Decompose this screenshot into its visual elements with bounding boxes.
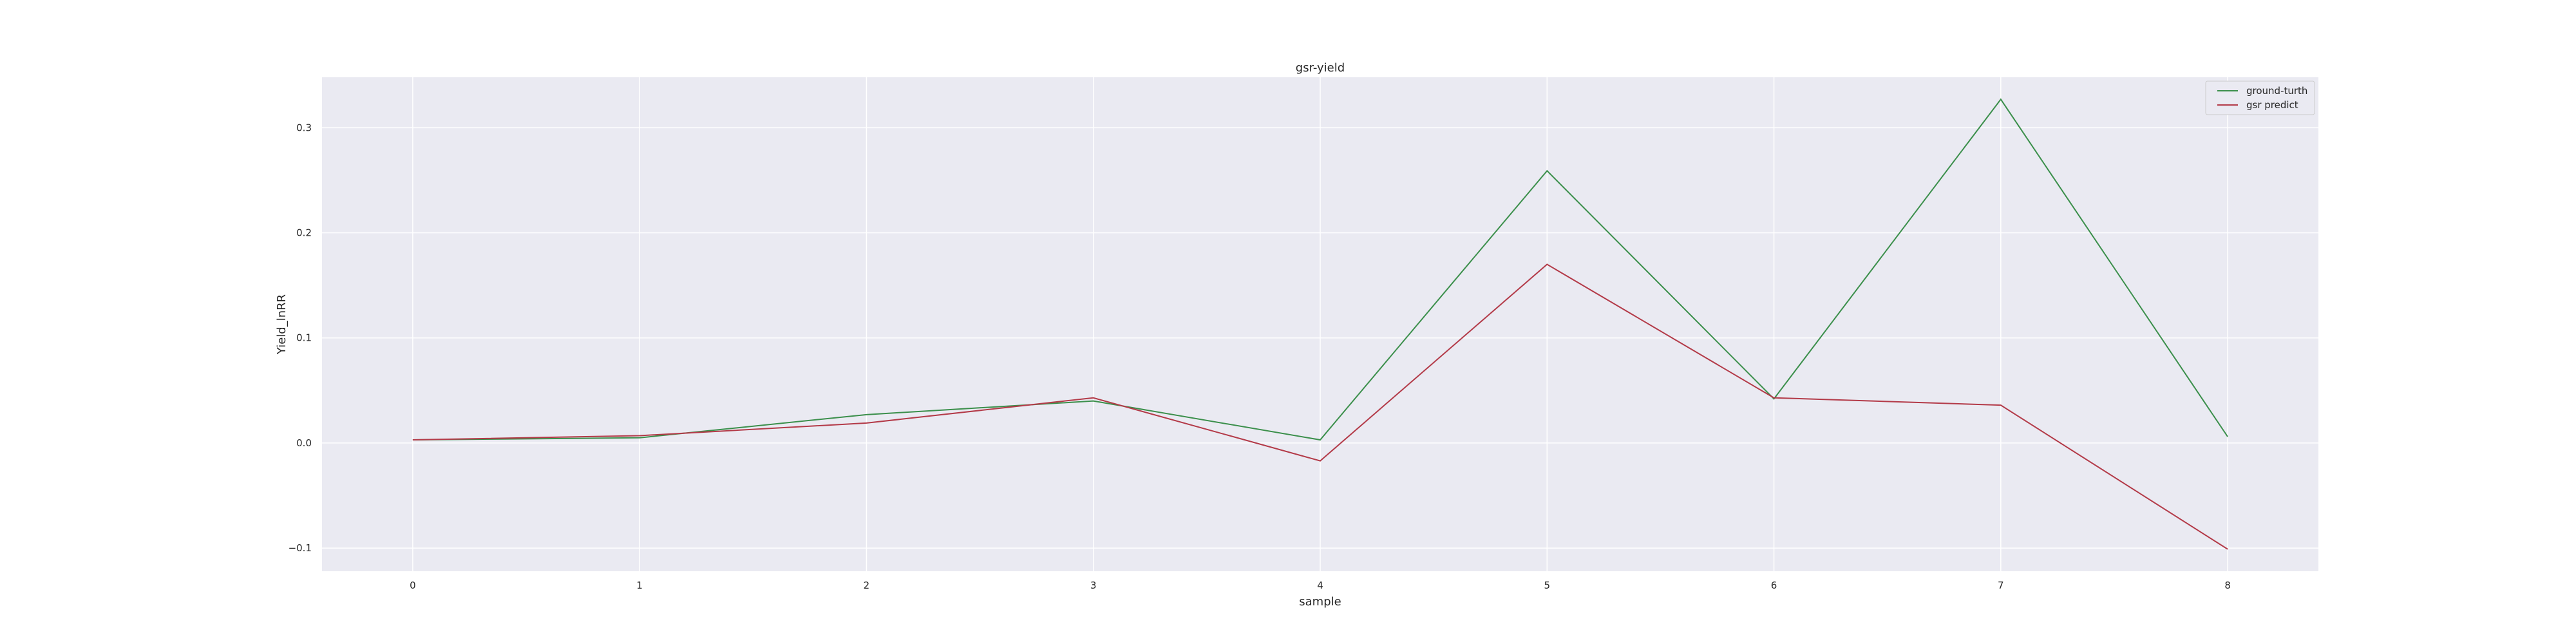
x-tick-label: 8 — [2224, 580, 2231, 591]
x-tick-label: 6 — [1771, 580, 1777, 591]
y-axis-label: Yield_lnRR — [275, 294, 289, 355]
legend-label-gsr-predict: gsr predict — [2246, 99, 2298, 111]
grid — [322, 77, 2318, 571]
x-tick-label: 4 — [1317, 580, 1323, 591]
legend-label-ground-turth: ground-turth — [2246, 85, 2307, 97]
series-line-ground-turth — [412, 98, 2228, 441]
x-axis-label: sample — [1299, 595, 1341, 609]
x-tick-label: 0 — [410, 580, 416, 591]
series-line-gsr-predict — [412, 263, 2228, 550]
x-tick-label: 2 — [864, 580, 870, 591]
series-lines — [412, 98, 2228, 550]
legend: ground-turth gsr predict — [2205, 80, 2315, 115]
chart-title: gsr-yield — [1296, 61, 1345, 75]
x-tick-label: 3 — [1090, 580, 1097, 591]
x-tick-label: 5 — [1544, 580, 1550, 591]
y-tick-label: 0.0 — [296, 437, 312, 449]
legend-box — [2205, 80, 2315, 115]
y-tick-label: −0.1 — [289, 542, 312, 554]
tick-labels: 0 1 2 3 4 5 6 7 8 −0.1 0.0 0.1 0.2 0.3 — [289, 122, 2231, 591]
x-tick-label: 1 — [636, 580, 643, 591]
y-tick-label: 0.1 — [296, 332, 312, 344]
x-tick-label: 7 — [1998, 580, 2004, 591]
y-tick-label: 0.2 — [296, 227, 312, 239]
y-tick-label: 0.3 — [296, 122, 312, 133]
